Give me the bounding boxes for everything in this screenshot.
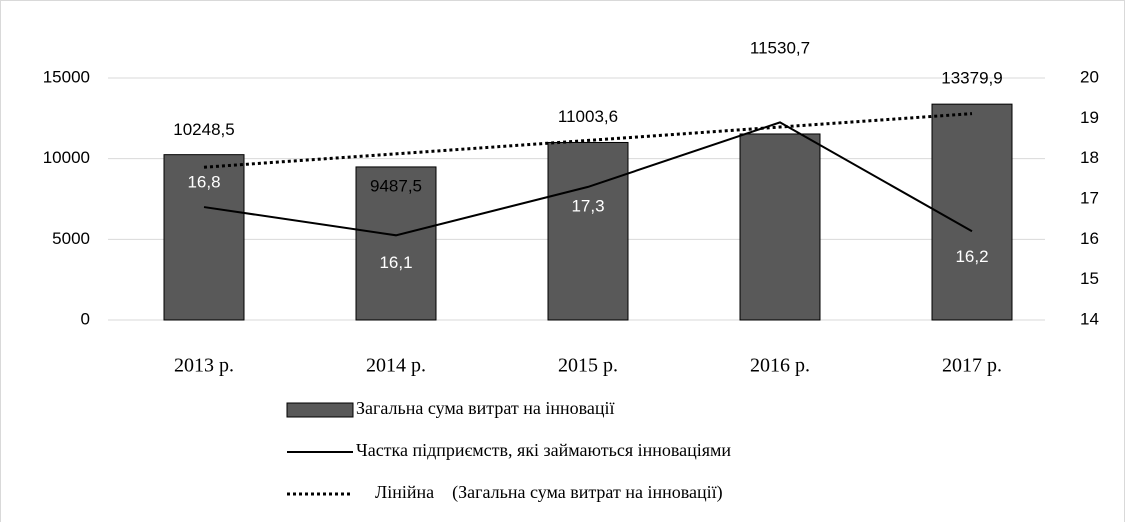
y-tick-label: 5000 [52,229,90,248]
trend-line [203,112,973,169]
x-tick-label: 2017 р. [942,355,1002,377]
y2-tick-label: 20 [1080,67,1099,86]
line-value-label: 16,8 [187,173,220,192]
line-value-label: 18,9 [755,82,788,101]
bar-value-label: 11530,7 [750,38,810,57]
line-value-label: 16,2 [955,247,988,266]
line-value-label: 17,3 [571,196,604,215]
y-tick-label: 10000 [43,148,90,167]
bar-value-label: 13379,9 [941,69,1002,88]
bar-value-label: 11003,6 [558,107,618,126]
bar [739,133,821,321]
x-tick-label: 2013 р. [174,355,234,377]
bar [931,103,1013,321]
y-tick-label: 15000 [43,67,90,86]
y2-tick-label: 18 [1080,148,1099,167]
bar-value-label: 9487,5 [370,176,422,195]
bar-value-label: 10248,5 [173,120,234,139]
y2-tick-label: 16 [1080,229,1099,248]
legend-label: Загальна сума витрат на інновації [356,398,615,418]
legend-swatch [286,402,354,418]
x-tick-label: 2015 р. [558,355,618,377]
y2-tick-label: 15 [1080,269,1099,288]
line-value-label: 16,1 [379,253,412,272]
legend-label: Лінійна (Загальна сума витрат на інновац… [375,482,723,503]
legend-label: Частка підприємств, які займаються іннов… [356,440,731,460]
bar [547,141,629,321]
y2-tick-label: 19 [1080,108,1099,127]
bar [163,154,245,321]
x-tick-label: 2014 р. [366,355,426,377]
y-tick-label: 0 [81,309,90,328]
line-series [203,121,973,237]
y2-tick-label: 14 [1080,309,1099,328]
y2-tick-label: 17 [1080,188,1099,207]
bar [355,166,437,321]
x-tick-label: 2016 р. [750,355,810,377]
